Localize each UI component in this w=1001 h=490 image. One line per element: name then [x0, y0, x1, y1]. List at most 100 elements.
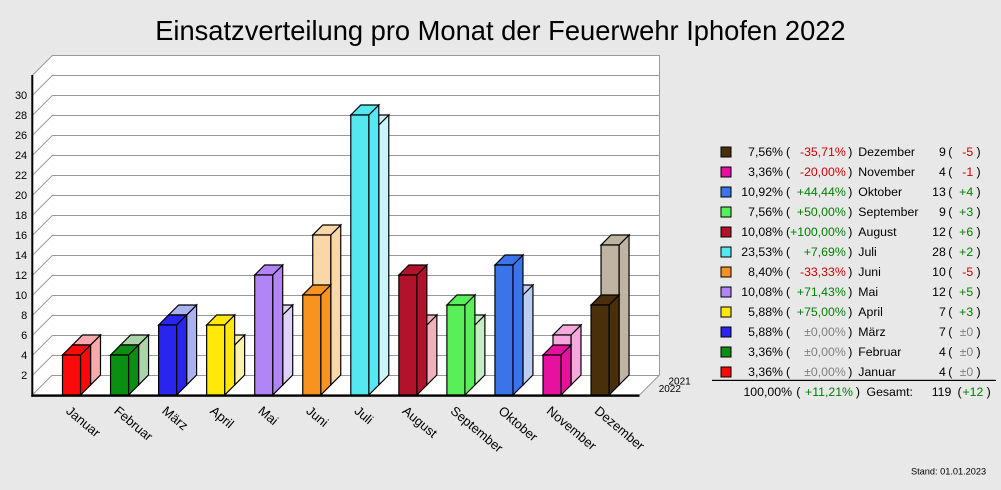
- svg-text:): ): [848, 365, 852, 379]
- svg-text:): ): [848, 325, 852, 339]
- svg-text:(: (: [948, 185, 953, 199]
- svg-text:Einsatzverteilung pro Monat de: Einsatzverteilung pro Monat der Feuerweh…: [155, 15, 845, 46]
- svg-text:(: (: [786, 325, 791, 339]
- svg-text:+12: +12: [962, 385, 983, 399]
- svg-text:-35,71%: -35,71%: [800, 145, 846, 159]
- svg-text:Januar: Januar: [858, 365, 896, 379]
- svg-text:+7,69%: +7,69%: [804, 245, 846, 259]
- svg-text:(: (: [786, 145, 791, 159]
- svg-text:14: 14: [15, 250, 27, 262]
- svg-text:5,88%: 5,88%: [748, 325, 783, 339]
- svg-text:): ): [977, 345, 981, 359]
- svg-text:(: (: [786, 305, 791, 319]
- svg-text:+6: +6: [959, 225, 973, 239]
- svg-text:±0: ±0: [960, 325, 974, 339]
- svg-text:November: November: [858, 165, 915, 179]
- svg-text:10: 10: [932, 265, 946, 279]
- svg-text:-20,00%: -20,00%: [800, 165, 846, 179]
- svg-text:Stand: 01.01.2023: Stand: 01.01.2023: [911, 466, 986, 476]
- svg-text:): ): [977, 245, 981, 259]
- svg-text:): ): [977, 265, 981, 279]
- svg-text:): ): [977, 325, 981, 339]
- svg-text:): ): [977, 305, 981, 319]
- svg-text:(: (: [948, 365, 953, 379]
- svg-text:12: 12: [15, 270, 27, 282]
- svg-text:10: 10: [15, 290, 27, 302]
- svg-text:20: 20: [15, 190, 27, 202]
- svg-text:16: 16: [15, 230, 27, 242]
- svg-text:Februar: Februar: [858, 345, 901, 359]
- svg-text:+5: +5: [959, 285, 973, 299]
- svg-text:7,56%: 7,56%: [748, 145, 783, 159]
- svg-text:28: 28: [932, 245, 946, 259]
- svg-text:): ): [977, 285, 981, 299]
- svg-text:+75,00%: +75,00%: [797, 305, 846, 319]
- svg-text:5,88%: 5,88%: [748, 305, 783, 319]
- svg-text:18: 18: [15, 210, 27, 222]
- svg-text:(: (: [948, 145, 953, 159]
- svg-text:23,53%: 23,53%: [741, 245, 783, 259]
- svg-text:+4: +4: [959, 185, 973, 199]
- svg-text:9: 9: [939, 205, 946, 219]
- svg-text:): ): [977, 365, 981, 379]
- svg-text:28: 28: [15, 110, 27, 122]
- svg-text:(: (: [786, 185, 791, 199]
- svg-text:(: (: [948, 285, 953, 299]
- svg-text:(: (: [948, 205, 953, 219]
- svg-text:Gesamt:: Gesamt:: [867, 385, 913, 399]
- svg-text:März: März: [858, 325, 885, 339]
- svg-text:): ): [977, 205, 981, 219]
- svg-text:+50,00%: +50,00%: [797, 205, 846, 219]
- svg-text:-33,33%: -33,33%: [800, 265, 846, 279]
- svg-text:Juli: Juli: [858, 245, 876, 259]
- svg-text:): ): [977, 145, 981, 159]
- svg-text:(: (: [958, 385, 963, 399]
- svg-text:): ): [848, 285, 852, 299]
- svg-text:7: 7: [939, 325, 946, 339]
- svg-text:): ): [987, 385, 991, 399]
- svg-text:): ): [977, 185, 981, 199]
- svg-text:+3: +3: [959, 205, 973, 219]
- svg-text:): ): [848, 305, 852, 319]
- svg-text:±0,00%: ±0,00%: [804, 365, 846, 379]
- svg-text:8,40%: 8,40%: [748, 265, 783, 279]
- svg-text:±0: ±0: [960, 365, 974, 379]
- svg-text:): ): [848, 145, 852, 159]
- svg-text:(: (: [786, 205, 791, 219]
- svg-text:3,36%: 3,36%: [748, 165, 783, 179]
- svg-text:August: August: [858, 225, 897, 239]
- svg-text:8: 8: [21, 310, 27, 322]
- svg-text:±0: ±0: [960, 345, 974, 359]
- svg-text:): ): [848, 205, 852, 219]
- svg-text:26: 26: [15, 130, 27, 142]
- svg-text:(: (: [948, 325, 953, 339]
- svg-text:3,36%: 3,36%: [748, 365, 783, 379]
- svg-text:(: (: [948, 225, 953, 239]
- svg-text:Mai: Mai: [858, 285, 878, 299]
- svg-text:2021: 2021: [669, 377, 692, 388]
- svg-text:): ): [848, 225, 852, 239]
- svg-text:4: 4: [939, 165, 946, 179]
- svg-text:10,08%: 10,08%: [741, 225, 783, 239]
- svg-text:4: 4: [939, 365, 946, 379]
- svg-text:(: (: [786, 265, 791, 279]
- svg-text:(: (: [786, 285, 791, 299]
- svg-text:12: 12: [932, 225, 946, 239]
- svg-text:): ): [848, 245, 852, 259]
- svg-text:(: (: [948, 165, 953, 179]
- svg-text:+44,44%: +44,44%: [797, 185, 846, 199]
- svg-text:12: 12: [932, 285, 946, 299]
- svg-text:2022: 2022: [659, 384, 682, 395]
- svg-text:Dezember: Dezember: [858, 145, 915, 159]
- svg-text:(: (: [948, 345, 953, 359]
- svg-text:4: 4: [939, 345, 946, 359]
- svg-text:13: 13: [932, 185, 946, 199]
- svg-text:-5: -5: [962, 265, 973, 279]
- svg-text:): ): [977, 165, 981, 179]
- svg-text:): ): [848, 345, 852, 359]
- svg-text:(: (: [786, 365, 791, 379]
- svg-text:±0,00%: ±0,00%: [804, 325, 846, 339]
- svg-text:100,00%: 100,00%: [743, 385, 792, 399]
- svg-text:+3: +3: [959, 305, 973, 319]
- svg-text:-1: -1: [962, 165, 973, 179]
